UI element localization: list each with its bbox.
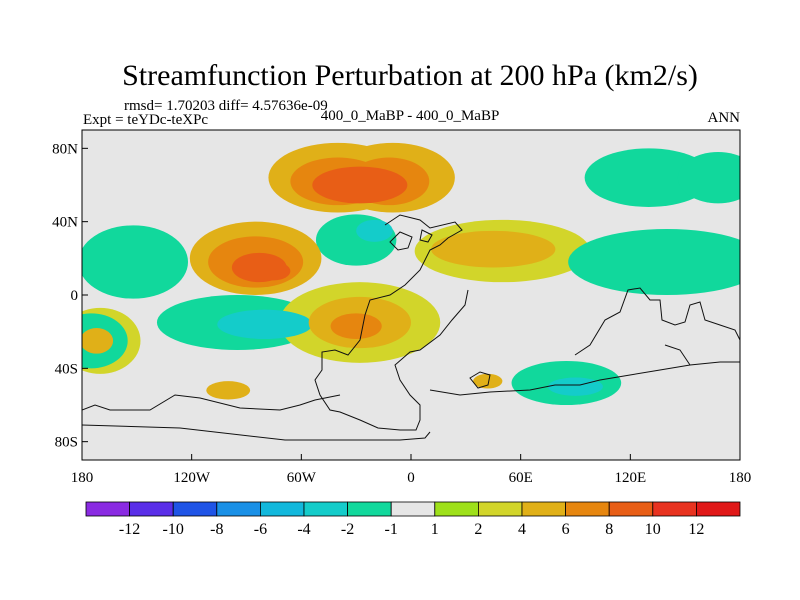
coastline-africa (314, 214, 469, 431)
colorbar-swatch-14 (652, 501, 697, 517)
colorbar-swatch-2 (129, 501, 174, 517)
colorbar-label-12: 8 (605, 521, 613, 538)
contour-region-29 (257, 262, 291, 281)
colorbar-label-6: -2 (341, 521, 354, 538)
colorbar-swatch-1 (85, 501, 130, 517)
contour-region-20 (548, 377, 603, 396)
colorbar-swatch-7 (347, 501, 392, 517)
colorbar-label-4: -6 (254, 521, 267, 538)
y-tick-label-4: 40S (55, 361, 78, 377)
coastline-south-america (82, 394, 341, 411)
colorbar-label-5: -4 (297, 521, 310, 538)
contour-region-27 (312, 166, 408, 204)
x-tick-label-6: 120E (614, 470, 646, 486)
colorbar-label-13: 10 (645, 521, 661, 538)
x-tick-label-7: 180 (729, 470, 752, 486)
y-tick-label-5: 80S (55, 435, 78, 451)
colorbar-label-1: -12 (119, 521, 140, 538)
x-tick-label-4: 0 (407, 470, 415, 486)
colorbar-swatch-11 (521, 501, 566, 517)
y-axis: 80N 40N 0 40S 80S (52, 141, 88, 451)
coastline-antarctica (82, 424, 431, 441)
colorbar-swatch-8 (390, 501, 436, 517)
colorbar-label-11: 6 (562, 521, 570, 538)
contour-fill-layer (82, 142, 740, 405)
x-axis: 180 120W 60W 0 60E 120E 180 (71, 454, 752, 486)
coastlines (82, 214, 740, 441)
colorbar-swatch-12 (565, 501, 610, 517)
colorbar-label-9: 2 (474, 521, 482, 538)
contour-region-22 (473, 373, 503, 389)
colorbar-swatch-13 (608, 501, 654, 517)
chart-subtitle: 400_0_MaBP - 400_0_MaBP (321, 108, 500, 124)
contour-region-6 (568, 229, 740, 295)
contour-region-1 (584, 148, 713, 208)
x-tick-label-3: 60W (287, 470, 317, 486)
contour-region-2 (677, 152, 740, 204)
stats-label: rmsd= 1.70203 diff= 4.57636e-09 (124, 98, 328, 114)
contour-region-16 (431, 230, 556, 268)
contour-region-3 (82, 225, 188, 299)
coastline-europe (389, 229, 433, 251)
experiment-label: Expt = teYDc-teXPc (83, 112, 208, 128)
colorbar-swatch-3 (172, 501, 218, 517)
colorbar-label-2: -10 (163, 521, 184, 538)
x-tick-label-5: 60E (509, 470, 533, 486)
colorbar-swatch-15 (696, 501, 741, 517)
colorbar-label-7: -1 (385, 521, 398, 538)
colorbar-label-14: 12 (688, 521, 704, 538)
colorbar-label-10: 4 (518, 521, 526, 538)
colorbar: -12 -10 -8 -6 -4 -2 -1 1 2 4 6 8 10 12 (85, 501, 741, 538)
contour-region-21 (206, 381, 251, 400)
x-tick-label-1: 180 (71, 470, 94, 486)
colorbar-label-3: -8 (210, 521, 223, 538)
colorbar-swatch-5 (259, 501, 305, 517)
period-label: ANN (708, 110, 741, 126)
contour-region-26 (330, 313, 382, 339)
contour-region-15 (356, 219, 393, 242)
coastline-madagascar (469, 371, 491, 389)
colorbar-swatch-9 (434, 501, 479, 517)
y-tick-label-3: 0 (71, 288, 79, 304)
contour-region-19 (82, 328, 114, 354)
coastline-australasia (429, 287, 740, 396)
x-tick-label-2: 120W (173, 470, 211, 486)
y-tick-label-1: 80N (52, 141, 78, 157)
colorbar-label-8: 1 (431, 521, 439, 538)
colorbar-swatch-4 (216, 501, 261, 517)
contour-region-17 (217, 309, 313, 340)
colorbar-swatch-6 (303, 501, 348, 517)
colorbar-swatch-10 (477, 501, 523, 517)
chart-title: Streamfunction Perturbation at 200 hPa (… (122, 59, 698, 92)
y-tick-label-2: 40N (52, 215, 78, 231)
